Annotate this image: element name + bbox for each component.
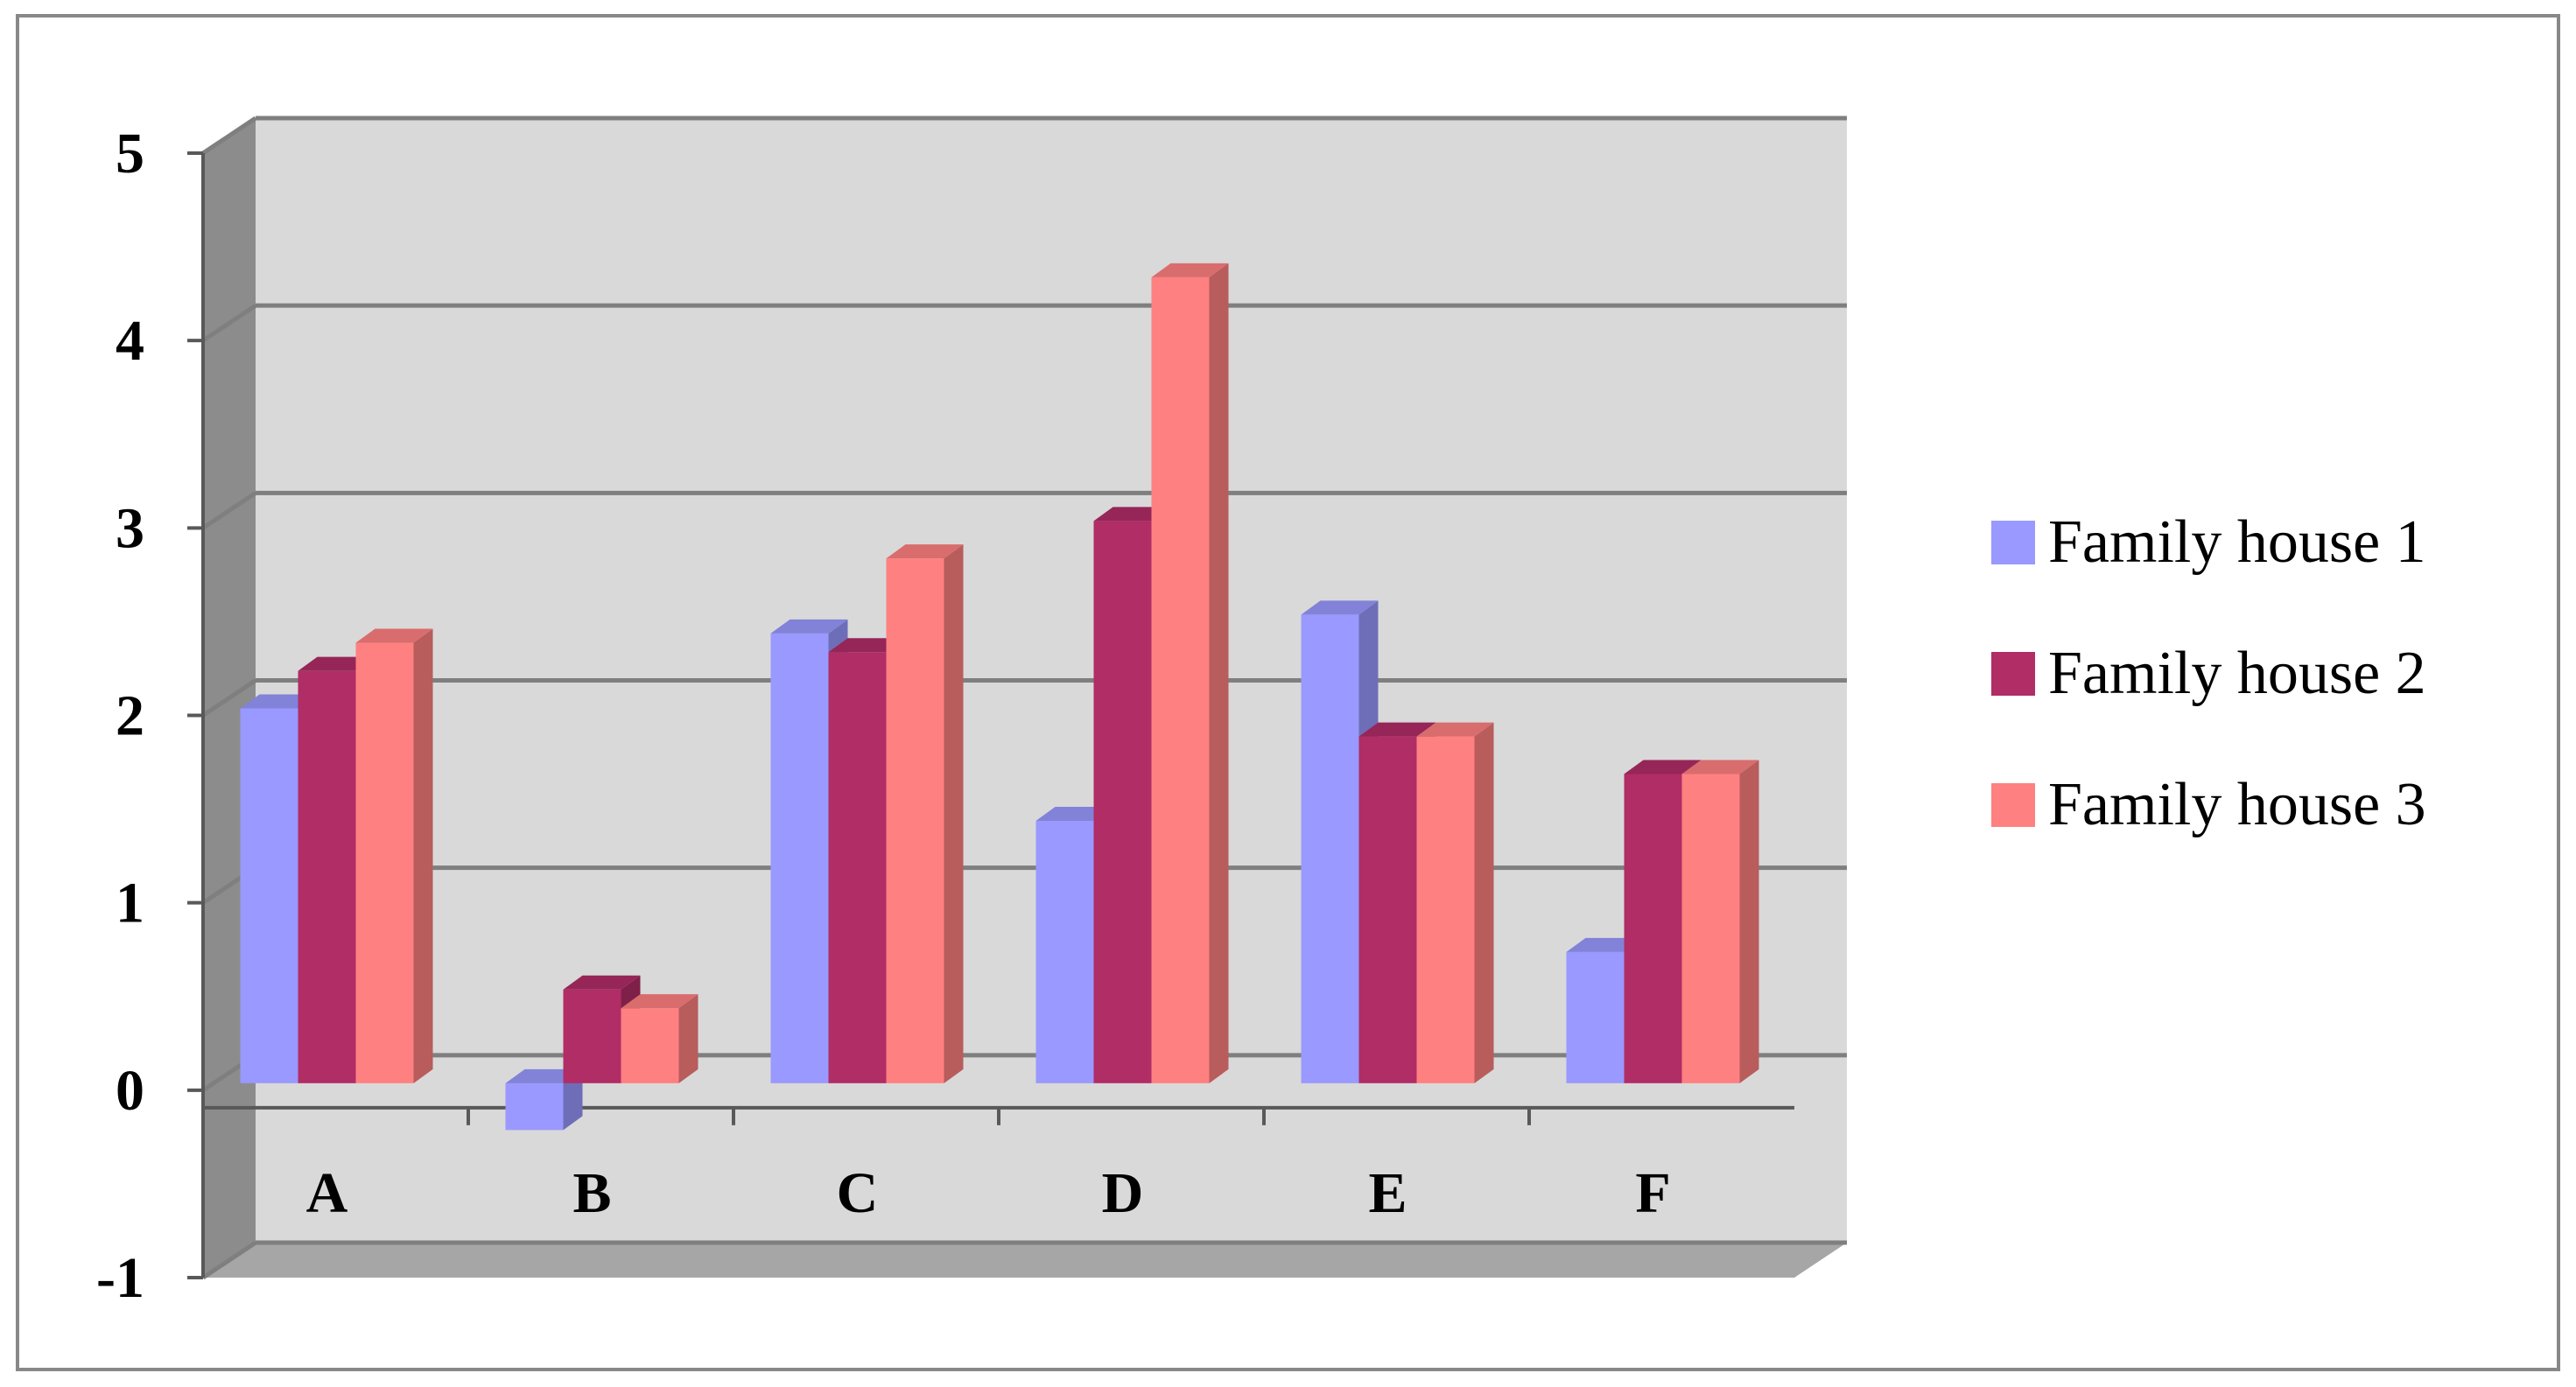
bar-side bbox=[413, 628, 433, 1083]
bar-front bbox=[886, 558, 944, 1083]
bar-top bbox=[621, 994, 698, 1009]
x-tick-label: D bbox=[1102, 1161, 1144, 1225]
bar bbox=[621, 994, 698, 1083]
bar-front bbox=[770, 633, 829, 1083]
bar-top bbox=[1301, 600, 1379, 615]
bars bbox=[240, 263, 1759, 1131]
floor bbox=[203, 1243, 1847, 1278]
chart-walls bbox=[203, 118, 1847, 1278]
bar-front bbox=[1093, 521, 1152, 1083]
y-tick-label: 2 bbox=[116, 684, 144, 748]
gridline-side bbox=[201, 1240, 257, 1280]
legend: Family house 1 Family house 2 Family house… bbox=[1991, 508, 2426, 838]
y-tick-label: -1 bbox=[96, 1246, 144, 1310]
y-tick-label: 5 bbox=[116, 122, 144, 186]
bar-front bbox=[1035, 821, 1094, 1083]
legend-label: Family house 2 bbox=[2048, 640, 2426, 707]
bar-front bbox=[355, 642, 414, 1083]
bar-side bbox=[944, 544, 964, 1083]
gridline-side bbox=[201, 491, 257, 530]
bar-top bbox=[886, 544, 964, 559]
bar bbox=[886, 544, 964, 1083]
bar-side bbox=[563, 1068, 583, 1131]
axes bbox=[187, 151, 1794, 1279]
legend-label: Family house 1 bbox=[2048, 508, 2426, 576]
bar-top bbox=[1681, 760, 1759, 774]
bar-top bbox=[563, 975, 641, 990]
y-tick-label: 0 bbox=[116, 1059, 144, 1123]
y-tick-label: 4 bbox=[116, 309, 144, 373]
x-axis-tick-labels: A B C D E F bbox=[306, 1161, 1671, 1225]
bar-front bbox=[1416, 736, 1475, 1083]
bar bbox=[1416, 722, 1494, 1083]
gridline-side bbox=[201, 678, 257, 718]
bar-front bbox=[298, 670, 356, 1083]
bar-front bbox=[1358, 736, 1417, 1083]
x-tick-label: E bbox=[1368, 1161, 1407, 1225]
bar-front bbox=[1301, 614, 1359, 1083]
legend-swatch bbox=[1991, 783, 2035, 827]
bar-top bbox=[1624, 760, 1702, 774]
bar-top bbox=[355, 628, 433, 643]
legend-label: Family house 3 bbox=[2048, 771, 2426, 838]
x-tick-label: A bbox=[306, 1161, 348, 1225]
x-tick-label: F bbox=[1635, 1161, 1670, 1225]
bar-front bbox=[828, 652, 887, 1083]
bar-top bbox=[1416, 722, 1494, 737]
y-tick-label: 3 bbox=[116, 496, 144, 560]
bar-front bbox=[1624, 774, 1682, 1083]
bar-front bbox=[1151, 277, 1210, 1083]
bar-side bbox=[1209, 263, 1229, 1083]
bar-top bbox=[770, 619, 848, 634]
bar-top bbox=[1358, 722, 1436, 737]
x-tick-label: C bbox=[837, 1161, 879, 1225]
gridline-side bbox=[201, 116, 257, 156]
y-axis-tick-labels: -1 0 1 2 3 4 5 bbox=[96, 122, 144, 1310]
bar bbox=[1151, 263, 1229, 1083]
bar-side bbox=[1739, 760, 1759, 1083]
bar-front bbox=[240, 708, 298, 1083]
bar-top bbox=[1151, 263, 1229, 277]
bar-front bbox=[505, 1082, 564, 1131]
bar-front bbox=[563, 989, 621, 1083]
bar-side bbox=[1474, 722, 1494, 1083]
bar-front bbox=[621, 1008, 679, 1083]
bar-front bbox=[1566, 951, 1625, 1083]
bar bbox=[1681, 760, 1759, 1083]
y-tick-label: 1 bbox=[116, 872, 144, 935]
bar bbox=[355, 628, 433, 1083]
bar-side bbox=[678, 994, 698, 1083]
x-tick-label: B bbox=[572, 1161, 611, 1225]
gridline-side bbox=[201, 304, 257, 343]
legend-swatch bbox=[1991, 652, 2035, 696]
legend-swatch bbox=[1991, 521, 2035, 564]
bar-front bbox=[1681, 774, 1740, 1083]
